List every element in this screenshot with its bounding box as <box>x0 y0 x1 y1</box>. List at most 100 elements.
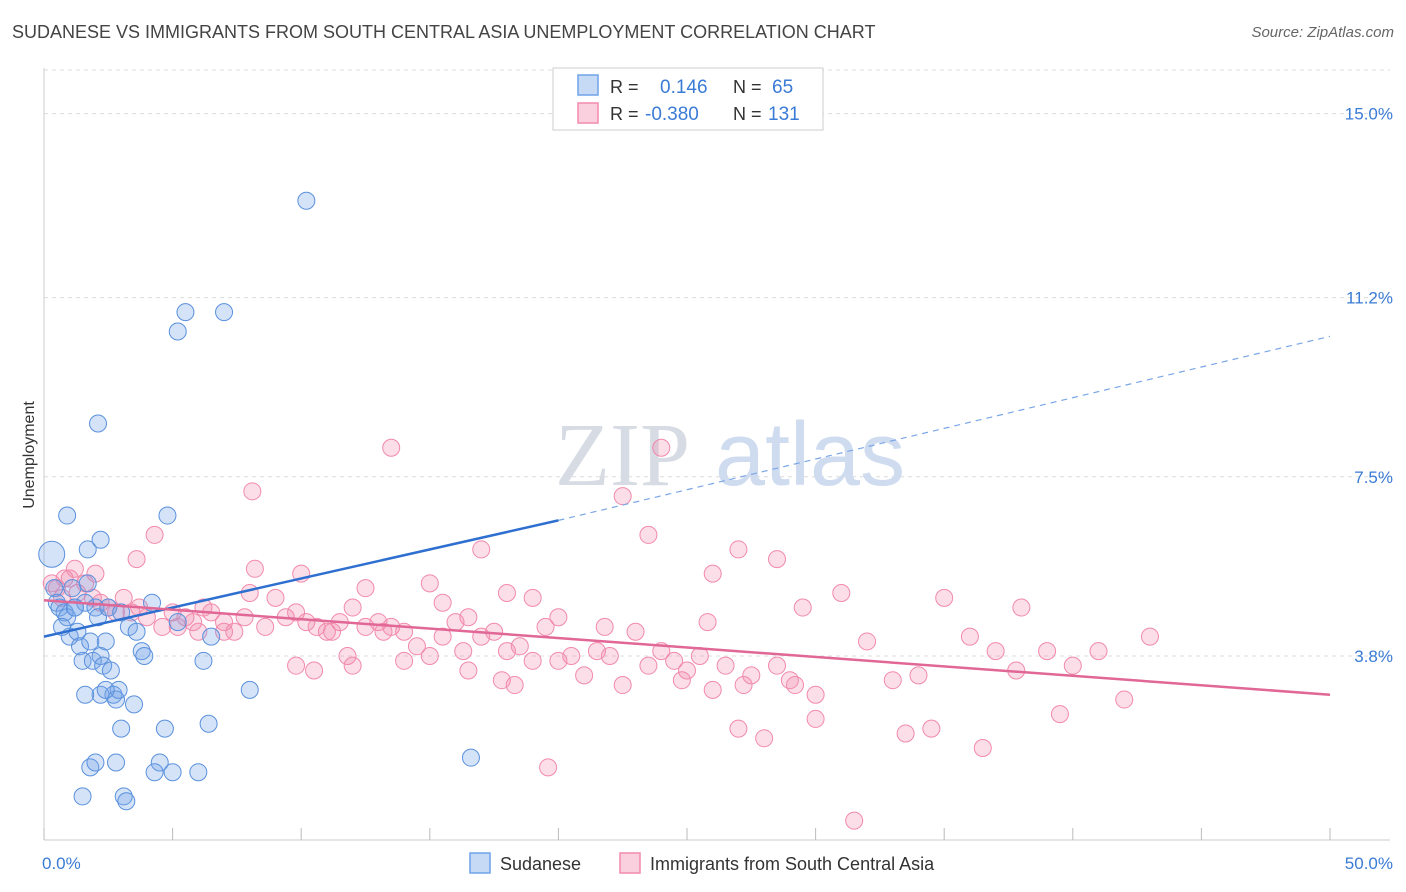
data-point-sudanese <box>58 506 77 525</box>
axes <box>43 68 1390 841</box>
data-point-immigrants <box>145 525 164 544</box>
data-point-sudanese <box>55 603 74 622</box>
chart-title: SUDANESE VS IMMIGRANTS FROM SOUTH CENTRA… <box>12 22 876 42</box>
data-point-immigrants <box>127 550 146 569</box>
data-point-immigrants <box>883 671 902 690</box>
data-point-sudanese <box>297 191 316 210</box>
data-point-immigrants <box>935 588 954 607</box>
data-point-immigrants <box>420 646 439 665</box>
data-point-immigrants <box>225 622 244 641</box>
watermark-zip: ZIP <box>555 406 690 505</box>
source-label: Source: ZipAtlas.com <box>1251 24 1394 41</box>
legend-box-swatch-pink <box>577 102 599 124</box>
data-point-sudanese <box>125 695 144 714</box>
data-point-sudanese <box>107 753 126 772</box>
data-point-immigrants <box>639 656 658 675</box>
legend-box: R = 0.146 N = 65 R = -0.380 N = 131 <box>552 67 824 131</box>
data-point-immigrants <box>729 719 748 738</box>
data-point-sudanese <box>112 719 131 738</box>
data-point-sudanese <box>132 642 151 661</box>
data-point-immigrants <box>1115 690 1134 709</box>
data-point-immigrants <box>1012 598 1031 617</box>
data-point-sudanese <box>91 685 110 704</box>
legend-n-label: N = <box>733 77 762 97</box>
y-tick-label: 11.2% <box>1346 289 1393 308</box>
tick-labels: 3.8% 7.5% 11.2% 15.0% 0.0% 50.0% <box>42 105 1393 873</box>
data-point-sudanese <box>240 680 259 699</box>
data-point-immigrants <box>786 676 805 695</box>
data-point-immigrants <box>665 651 684 670</box>
legend-r-value: -0.380 <box>645 104 699 125</box>
data-point-immigrants <box>472 540 491 559</box>
series-pink-points <box>42 438 1159 830</box>
data-point-immigrants <box>973 738 992 757</box>
data-point-sudanese <box>86 753 105 772</box>
data-point-immigrants <box>1140 627 1159 646</box>
data-point-immigrants <box>420 574 439 593</box>
data-point-immigrants <box>562 646 581 665</box>
data-point-sudanese <box>150 753 169 772</box>
data-point-immigrants <box>896 724 915 743</box>
data-point-immigrants <box>243 482 262 501</box>
data-point-sudanese <box>215 303 234 322</box>
data-point-sudanese <box>71 637 90 656</box>
data-point-immigrants <box>459 608 478 627</box>
data-point-immigrants <box>672 671 691 690</box>
data-point-immigrants <box>613 487 632 506</box>
data-point-immigrants <box>832 584 851 603</box>
data-point-sudanese <box>168 613 187 632</box>
data-point-immigrants <box>266 588 285 607</box>
data-point-sudanese <box>109 680 128 699</box>
data-point-immigrants <box>153 617 172 636</box>
data-point-immigrants <box>639 525 658 544</box>
data-point-immigrants <box>343 598 362 617</box>
data-point-immigrants <box>407 637 426 656</box>
data-point-immigrants <box>729 540 748 559</box>
data-point-immigrants <box>734 676 753 695</box>
data-point-sudanese <box>117 792 136 811</box>
trend-line-sudanese-extension <box>558 335 1331 521</box>
x-tick-label: 50.0% <box>1345 854 1393 873</box>
data-point-sudanese <box>38 540 66 568</box>
data-point-sudanese <box>163 763 182 782</box>
data-point-sudanese <box>76 685 95 704</box>
data-point-immigrants <box>317 622 336 641</box>
data-point-immigrants <box>287 656 306 675</box>
data-point-immigrants <box>510 637 529 656</box>
data-point-immigrants <box>1063 656 1082 675</box>
watermark-atlas: atlas <box>715 405 905 505</box>
data-point-immigrants <box>780 671 799 690</box>
data-point-immigrants <box>909 666 928 685</box>
bottom-legend: Sudanese Immigrants from South Central A… <box>469 852 935 874</box>
data-point-immigrants <box>86 564 105 583</box>
data-point-immigrants <box>245 559 264 578</box>
data-point-immigrants <box>492 671 511 690</box>
data-point-immigrants <box>240 584 259 603</box>
data-point-sudanese <box>101 661 120 680</box>
data-point-immigrants <box>755 729 774 748</box>
data-point-immigrants <box>497 584 516 603</box>
data-point-sudanese <box>63 579 82 598</box>
data-point-sudanese <box>189 763 208 782</box>
data-point-immigrants <box>235 608 254 627</box>
data-point-immigrants <box>374 622 393 641</box>
data-point-immigrants <box>768 550 787 569</box>
legend-label-sudanese: Sudanese <box>500 854 581 874</box>
legend-n-label: N = <box>733 104 762 124</box>
data-point-immigrants <box>323 622 342 641</box>
data-point-sudanese <box>114 787 133 806</box>
data-point-sudanese <box>81 632 100 651</box>
data-point-sudanese <box>112 603 131 622</box>
data-point-immigrants <box>600 646 619 665</box>
data-point-sudanese <box>50 598 69 617</box>
data-point-sudanese <box>45 579 64 598</box>
data-point-immigrants <box>960 627 979 646</box>
legend-n-value: 131 <box>768 104 800 125</box>
data-point-immigrants <box>768 656 787 675</box>
data-point-sudanese <box>202 627 221 646</box>
data-point-immigrants <box>305 661 324 680</box>
data-point-immigrants <box>168 617 187 636</box>
data-point-immigrants <box>523 651 542 670</box>
trend-line-immigrants <box>43 599 1331 696</box>
